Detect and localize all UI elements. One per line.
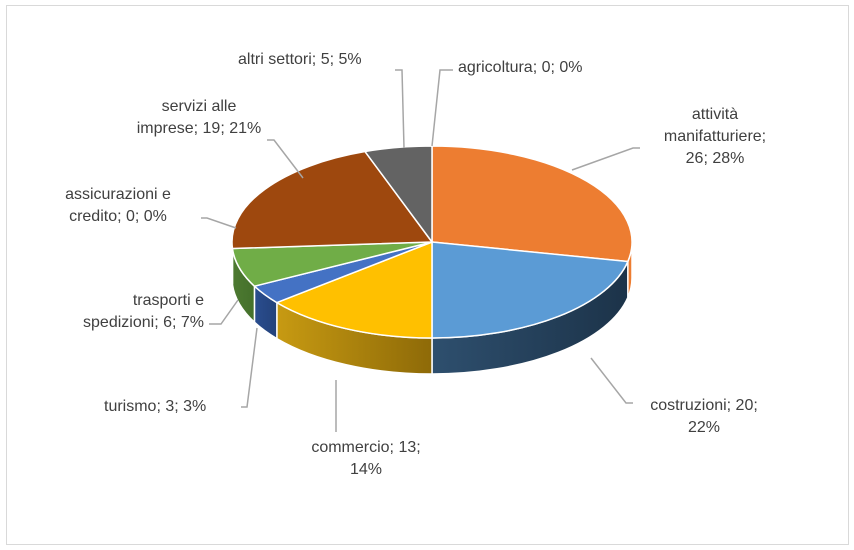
- label-commercio: commercio; 13; 14%: [311, 439, 421, 478]
- label-assicurazioni-e-credito: assicurazioni e credito; 0; 0%: [65, 186, 171, 225]
- leader-line-trasporti: [209, 299, 239, 325]
- leader-line-costruzioni: [590, 357, 633, 404]
- label-turismo: turismo; 3; 3%: [104, 398, 207, 415]
- leader-line-servizi: [267, 139, 304, 179]
- pie-slice-costruzioni: [431, 241, 629, 339]
- leader-line-agricoltura: [431, 69, 453, 147]
- pie-slice-servizi-alle-imprese: [231, 150, 433, 250]
- label-costruzioni: costruzioni; 20; 22%: [650, 397, 758, 436]
- label-attivita-manifatturiere: attività manifatturiere; 26; 28%: [663, 106, 767, 167]
- leader-line-turismo: [241, 327, 258, 408]
- label-altri-settori: altri settori; 5; 5%: [238, 51, 362, 68]
- label-agricoltura: agricoltura; 0; 0%: [458, 59, 583, 76]
- pie-slice-altri-settori: [364, 145, 433, 243]
- leader-line-altri: [395, 69, 405, 149]
- pie-slice-attivita-manifatturiere: [431, 145, 633, 263]
- leader-line-assicurazioni: [201, 217, 237, 229]
- label-trasporti-e-spedizioni: trasporti e spedizioni; 6; 7%: [83, 292, 204, 331]
- label-servizi-alle-imprese: servizi alle imprese; 19; 21%: [136, 98, 262, 137]
- pie-slice-commercio: [276, 241, 433, 339]
- leader-line-manifatturiere: [571, 147, 640, 171]
